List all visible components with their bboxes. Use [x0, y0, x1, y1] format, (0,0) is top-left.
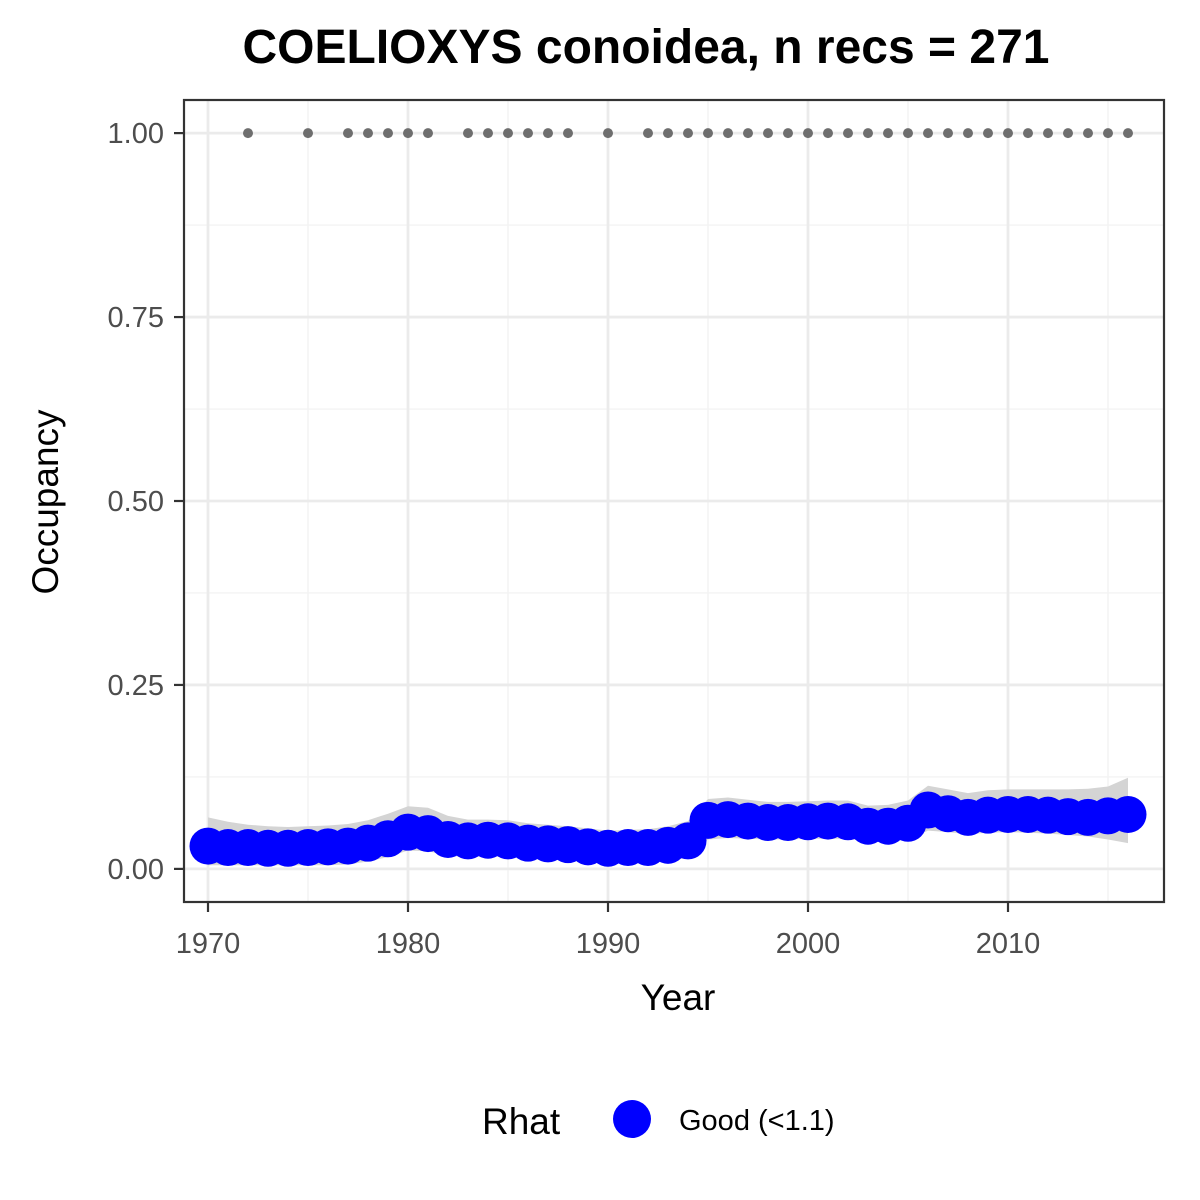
record-point: [963, 128, 973, 139]
record-point: [403, 128, 413, 139]
legend-label-good: Good (<1.1): [679, 1105, 835, 1137]
record-point: [1043, 128, 1053, 139]
record-point: [883, 128, 893, 139]
y-tick-label: 0.25: [108, 670, 164, 702]
record-point: [543, 128, 553, 139]
record-point: [483, 128, 493, 139]
occupancy-points-layer: [189, 791, 1147, 867]
record-point: [723, 128, 733, 139]
record-point: [823, 128, 833, 139]
record-point: [243, 128, 253, 139]
record-point: [803, 128, 813, 139]
record-point: [983, 128, 993, 139]
record-point: [563, 128, 573, 139]
record-point: [523, 128, 533, 139]
record-point: [1063, 128, 1073, 139]
records-layer: [243, 128, 1133, 139]
x-tick-label: 1980: [376, 928, 441, 960]
record-point: [463, 128, 473, 139]
y-axis: 0.00 0.25 0.50 0.75 1.00: [108, 118, 184, 886]
record-point: [1003, 128, 1013, 139]
x-tick-label: 2010: [976, 928, 1041, 960]
record-point: [363, 128, 373, 139]
record-point: [603, 128, 613, 139]
record-point: [763, 128, 773, 139]
record-point: [783, 128, 793, 139]
x-tick-label: 2000: [776, 928, 841, 960]
record-point: [1023, 128, 1033, 139]
record-point: [303, 128, 313, 139]
record-point: [1083, 128, 1093, 139]
record-point: [343, 128, 353, 139]
x-axis: 1970 1980 1990 2000 2010: [176, 902, 1041, 960]
legend: Rhat Good (<1.1): [482, 1100, 835, 1142]
record-point: [943, 128, 953, 139]
record-point: [1123, 128, 1133, 139]
record-point: [423, 128, 433, 139]
record-point: [843, 128, 853, 139]
y-tick-label: 0.00: [108, 854, 164, 886]
record-point: [383, 128, 393, 139]
grid-major: [184, 100, 1164, 902]
record-point: [703, 128, 713, 139]
record-point: [923, 128, 933, 139]
record-point: [863, 128, 873, 139]
record-point: [643, 128, 653, 139]
y-tick-label: 1.00: [108, 118, 164, 150]
x-tick-label: 1990: [576, 928, 641, 960]
legend-key-good: [613, 1100, 651, 1138]
record-point: [663, 128, 673, 139]
legend-title: Rhat: [482, 1101, 561, 1142]
record-point: [503, 128, 513, 139]
x-tick-label: 1970: [176, 928, 241, 960]
chart-title: COELIOXYS conoidea, n recs = 271: [243, 21, 1050, 74]
y-axis-title: Occupancy: [25, 409, 66, 595]
record-point: [683, 128, 693, 139]
y-tick-label: 0.50: [108, 486, 164, 518]
y-tick-label: 0.75: [108, 302, 164, 334]
occupancy-point: [1109, 795, 1147, 833]
record-point: [903, 128, 913, 139]
record-point: [743, 128, 753, 139]
x-axis-title: Year: [641, 977, 716, 1018]
record-point: [1103, 128, 1113, 139]
